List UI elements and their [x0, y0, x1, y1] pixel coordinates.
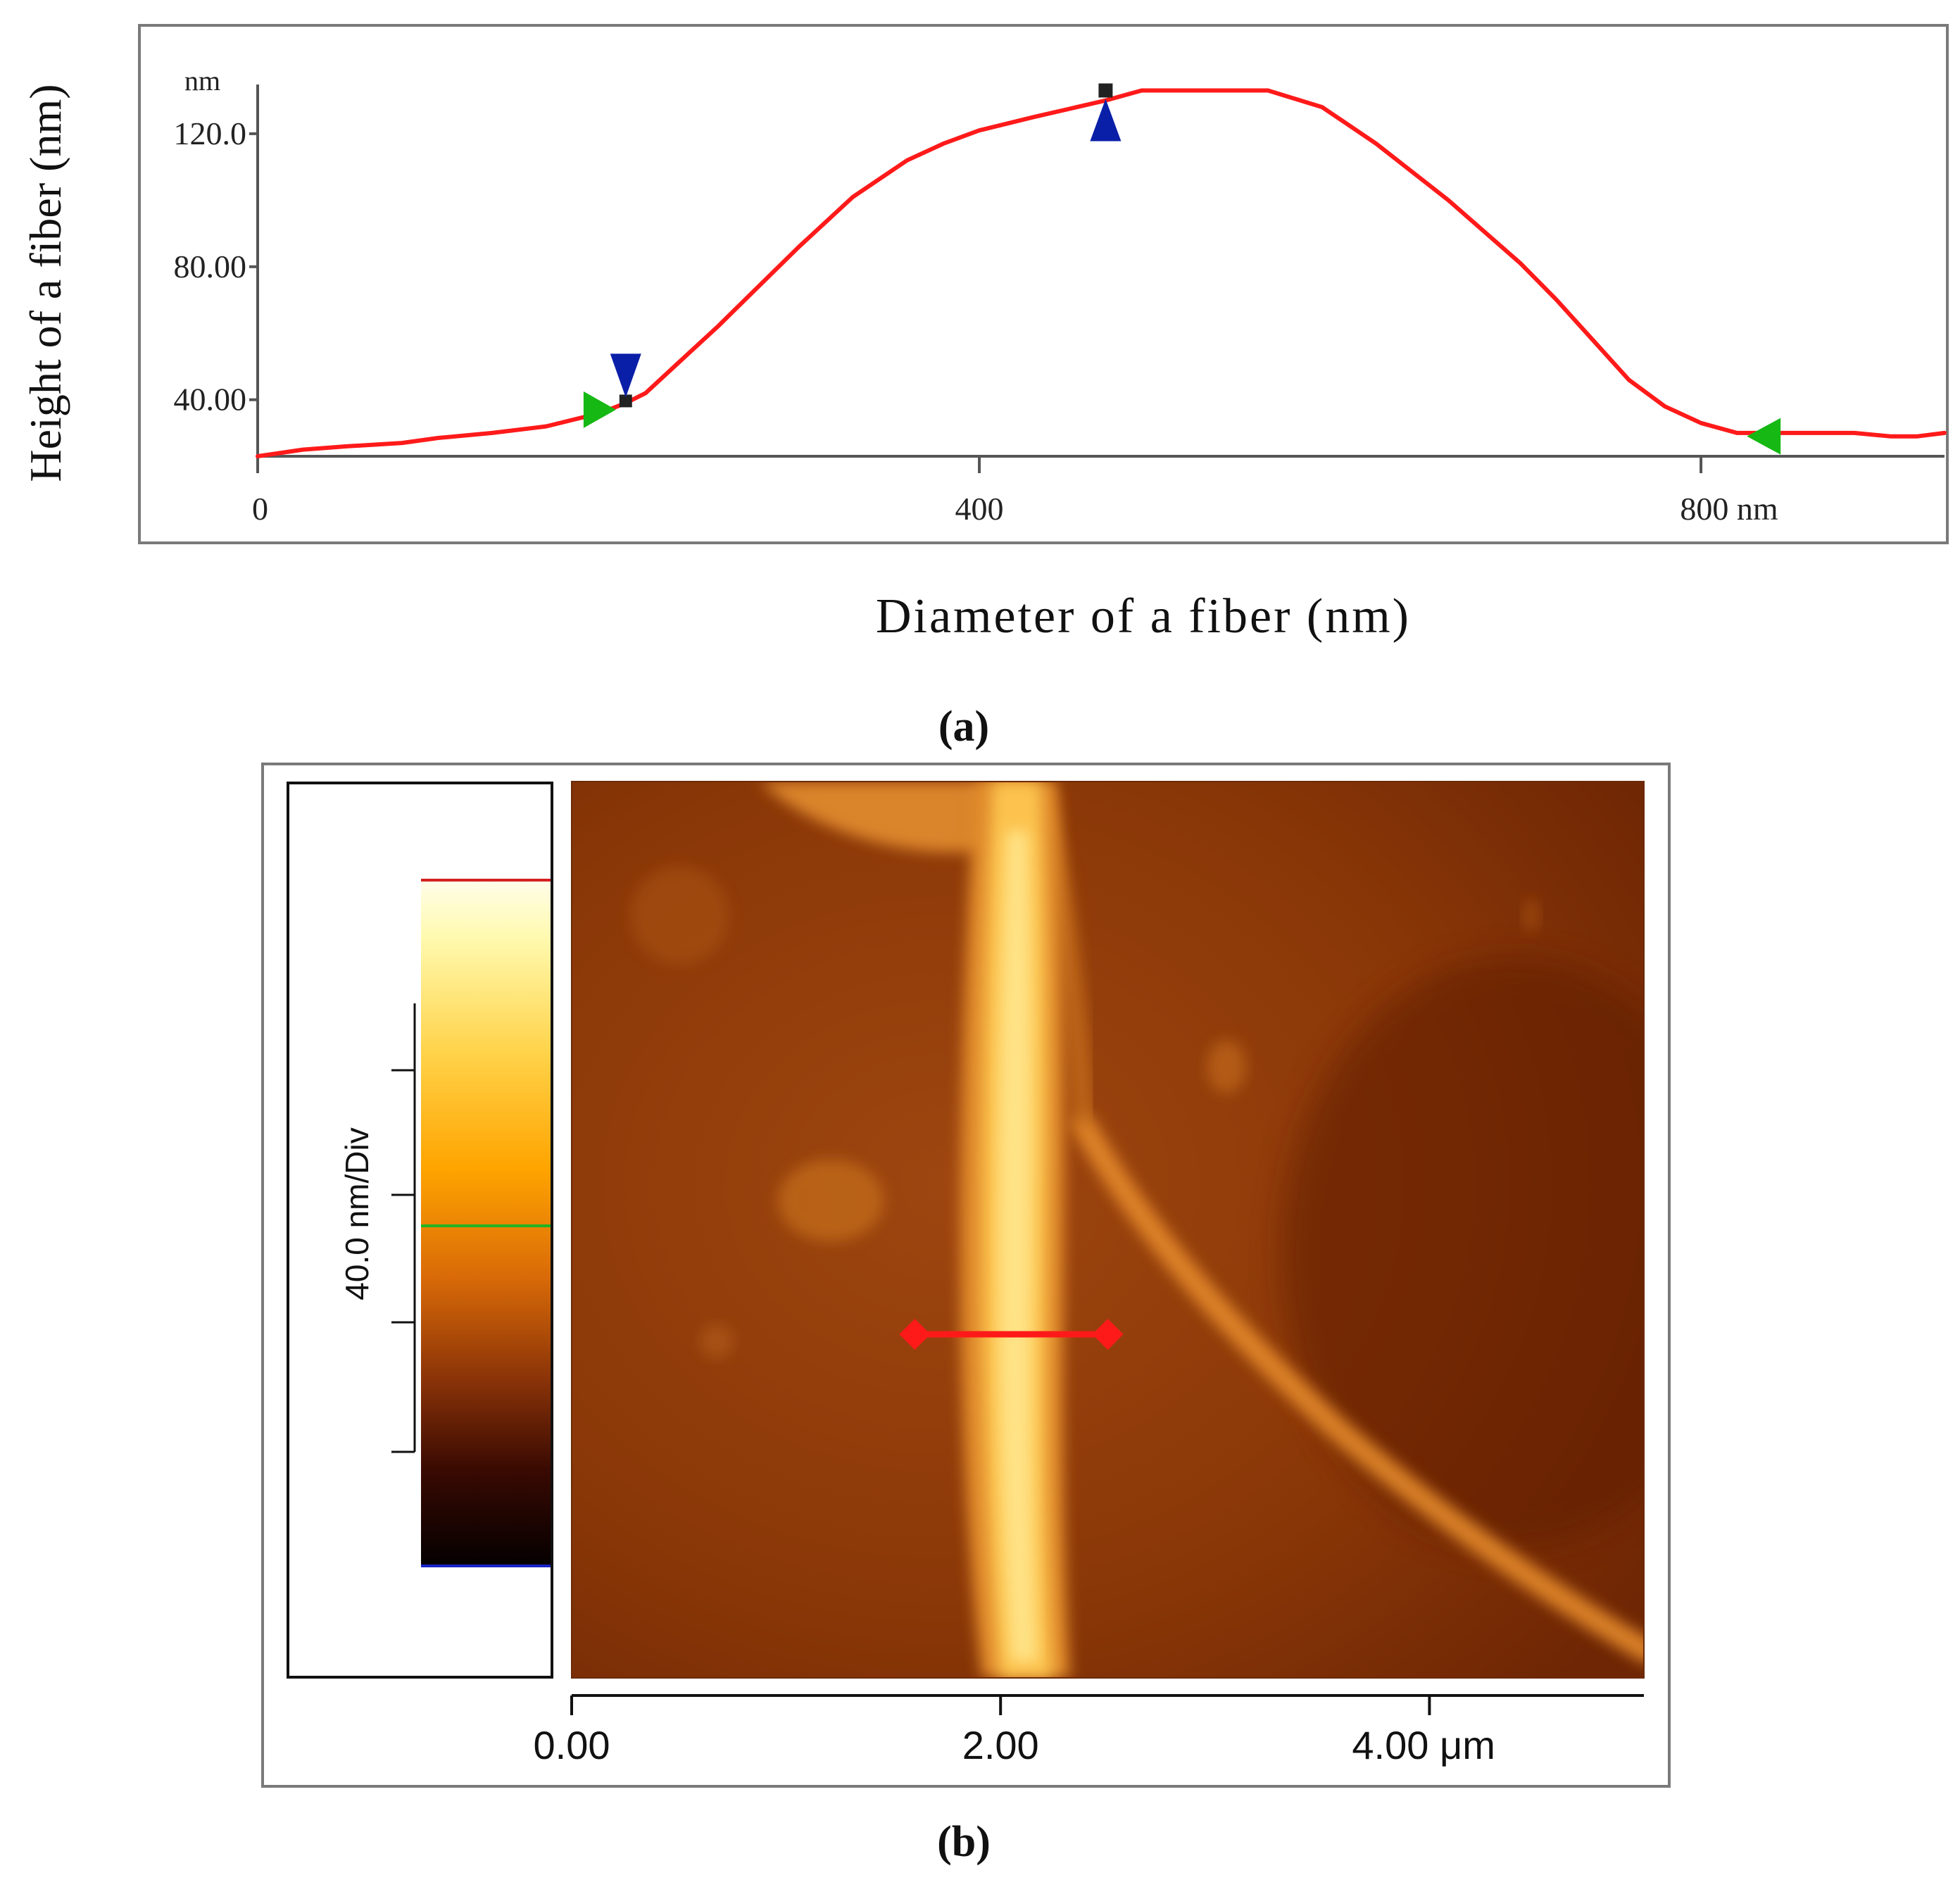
x-tick-label: 0 — [252, 491, 268, 527]
x-ticks: 0 400 800 nm — [252, 456, 1778, 527]
image-x-tick-label: 4.00 μm — [1352, 1723, 1495, 1767]
y-ticks: 40.00 80.00 120.0 — [174, 115, 258, 418]
cross-section-line — [899, 1319, 1124, 1350]
panel-label-b: (b) — [937, 1818, 991, 1866]
image-x-axis: 0.00 2.00 4.00 μm — [534, 1694, 1644, 1767]
y-unit-label: nm — [184, 65, 220, 96]
cross-section-endpoint — [899, 1319, 931, 1350]
cross-section-endpoint — [1092, 1319, 1124, 1350]
profile-marker-triangle-down-blue — [610, 353, 641, 398]
image-x-tick-label: 2.00 — [962, 1723, 1039, 1767]
x-tick-label: 400 — [955, 491, 1004, 527]
marker-cursor-square — [1098, 83, 1113, 98]
x-axis-label: Diameter of a fiber (nm) — [876, 589, 1411, 644]
panel-a-frame — [138, 24, 1949, 544]
image-x-tick-label: 0.00 — [534, 1723, 610, 1767]
y-tick-label: 40.00 — [174, 382, 247, 418]
profile-marker-triangle-right-green — [583, 391, 616, 428]
profile-markers — [583, 83, 1781, 455]
marker-cursor-square — [619, 394, 632, 408]
afm-height-image — [572, 782, 1644, 1678]
y-axis-label: Height of a fiber (nm) — [20, 84, 70, 482]
panel-b-afm-image: 40.0 nm/Div 0.0 — [261, 763, 1671, 1788]
colorbar-gradient — [421, 882, 551, 1565]
profile-marker-triangle-up-blue — [1090, 99, 1122, 142]
panel-a-profile-chart: nm 40.00 80.00 120.0 0 400 800 nm Height of … — [20, 24, 1949, 644]
panel-label-a: (a) — [938, 703, 989, 751]
x-tick-label: 800 nm — [1680, 491, 1778, 527]
colorbar-scale-label: 40.0 nm/Div — [339, 1127, 375, 1300]
colorbar: 40.0 nm/Div — [287, 782, 553, 1679]
y-tick-label: 80.00 — [174, 249, 247, 284]
y-tick-label: 120.0 — [174, 115, 247, 151]
profile-marker-triangle-left-green — [1747, 418, 1781, 455]
afm-image-border — [571, 781, 1645, 1679]
